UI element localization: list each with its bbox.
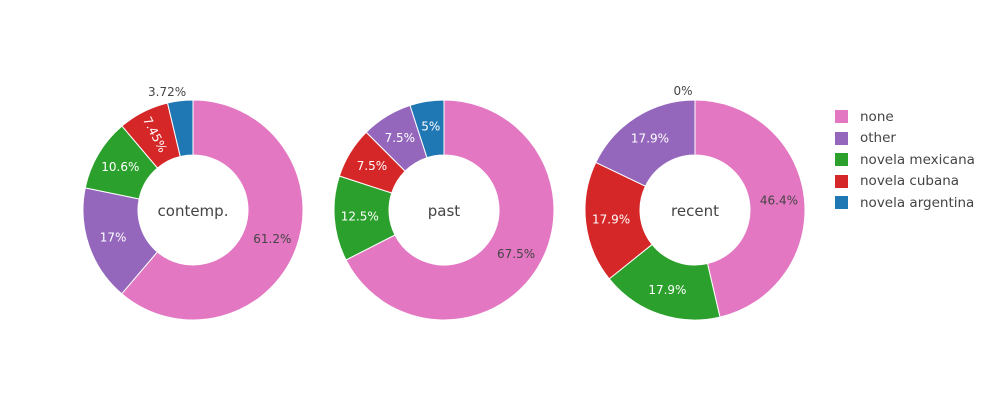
donut-title: recent	[671, 202, 719, 220]
legend-swatch	[835, 196, 848, 210]
slice-novela-mexicana	[608, 243, 721, 321]
slice-label: 0%	[673, 84, 692, 98]
legend-swatch	[835, 174, 848, 188]
slice-label: 5%	[421, 120, 440, 134]
slice-none	[121, 99, 304, 321]
slice-label: 17.9%	[631, 131, 669, 145]
legend-item-novela-cubana[interactable]: novela cubana	[835, 171, 975, 193]
donut-recent: 46.4% 17.9% 17.9% 17.9% 0% recent	[584, 84, 806, 321]
slice-label: 61.2%	[253, 232, 291, 246]
slice-other	[595, 99, 696, 187]
slice-novela-cubana	[584, 161, 653, 280]
legend-label: novela argentina	[860, 194, 975, 211]
slice-label: 7.5%	[385, 131, 416, 145]
legend-item-novela-mexicana[interactable]: novela mexicana	[835, 149, 975, 171]
donut-contemp-: 61.2%17%10.6%7.45%3.72%contemp.	[82, 85, 304, 321]
slice-label: 10.6%	[101, 160, 139, 174]
donut-past: 67.5% 12.5% 7.5% 7.5% 5% past	[333, 99, 555, 321]
slice-label: 46.4%	[760, 193, 798, 207]
legend-item-novela-argentina[interactable]: novela argentina	[835, 192, 975, 214]
legend-item-none[interactable]: none	[835, 106, 975, 128]
legend-item-other[interactable]: other	[835, 128, 975, 150]
legend-label: other	[860, 130, 896, 147]
slice-label: 17%	[100, 231, 127, 245]
legend-swatch	[835, 153, 848, 167]
slice-label: 17.9%	[592, 213, 630, 227]
slice-novela-argentina	[409, 99, 445, 159]
slice-none	[694, 99, 806, 318]
slice-novela-argentina	[166, 99, 194, 158]
legend: none other novela mexicana novela cubana nov…	[835, 106, 975, 214]
slice-label: 67.5%	[497, 247, 535, 261]
donut-title: past	[428, 202, 461, 220]
legend-label: novela cubana	[860, 173, 960, 190]
slice-label: 17.9%	[648, 283, 686, 297]
slice-label: 3.72%	[148, 85, 186, 99]
slice-none	[345, 99, 555, 321]
legend-label: novela mexicana	[860, 151, 975, 168]
legend-swatch	[835, 110, 848, 124]
slice-label: 12.5%	[341, 210, 379, 224]
donut-title: contemp.	[158, 202, 229, 220]
legend-swatch	[835, 131, 848, 145]
legend-label: none	[860, 108, 894, 125]
slice-label: 7.5%	[357, 159, 388, 173]
